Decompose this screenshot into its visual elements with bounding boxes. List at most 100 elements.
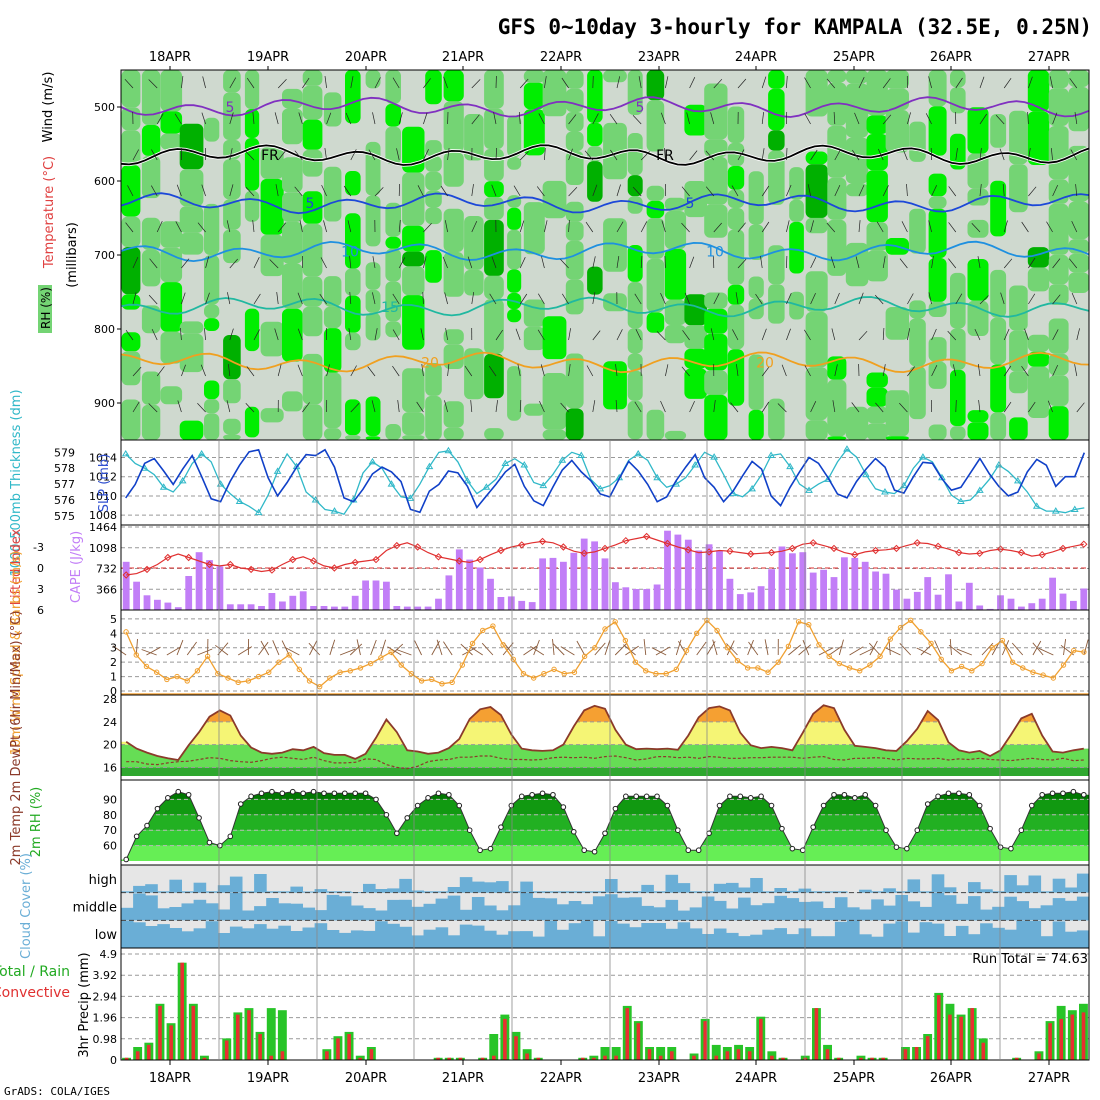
rh-point [1008, 845, 1014, 852]
wind-axis-label: Wind (m/s) [41, 72, 56, 143]
rh-cell [345, 70, 361, 124]
cloud-bar [242, 910, 255, 921]
wind-barb [1071, 292, 1078, 305]
cloud-bar [157, 891, 170, 893]
wind-barb [877, 148, 884, 161]
thickness-tick-label: 576 [54, 494, 75, 507]
wind-barb [689, 150, 698, 161]
rh-point [862, 791, 869, 798]
wind-barb [568, 219, 570, 233]
cloud-bar [121, 907, 134, 921]
cloud-bar [568, 891, 582, 893]
rh-cell [141, 371, 161, 405]
wind-barb-10m [934, 640, 942, 656]
thickness-line [125, 448, 1085, 515]
wind-barb-10m [859, 647, 875, 656]
wind-barb-10m [604, 639, 611, 656]
thickness-point [691, 461, 700, 468]
rh-cell [789, 167, 804, 200]
cloud-bar [859, 934, 872, 948]
wind-barb [392, 365, 400, 377]
wind-barb [544, 76, 547, 89]
isotherm-line [120, 240, 1090, 263]
wind-barb [537, 329, 545, 341]
precip-conv-bar [836, 1057, 841, 1060]
wind-barb [205, 256, 210, 269]
rh-cell [121, 165, 141, 217]
rh-cell [845, 406, 869, 440]
cloud-bar [387, 923, 400, 948]
rh-cell [141, 70, 161, 125]
rh-cell [523, 403, 545, 416]
wind-speed-point [337, 669, 343, 675]
rh-cell [885, 436, 909, 440]
cloud-bar [750, 934, 763, 948]
rh-cell [1048, 406, 1069, 440]
wind-speed-point [215, 670, 221, 677]
rh-cell [827, 219, 847, 276]
wind-speed-point [204, 653, 211, 660]
rh-cell [789, 221, 804, 274]
rh-cell [385, 103, 401, 127]
cape-bar [195, 552, 203, 610]
wind-barb [978, 400, 981, 413]
li-point [767, 548, 776, 557]
cloud-bar [617, 891, 630, 893]
wind-barb [320, 257, 327, 269]
precip-conv-bar [725, 1051, 730, 1060]
rh-cell [345, 213, 361, 269]
rh-cell [223, 379, 241, 404]
wind-barb [253, 329, 260, 341]
cloud-bar [919, 922, 933, 948]
cape-bar [997, 595, 1004, 610]
rh-cell [684, 348, 707, 369]
cloud-bar [532, 897, 545, 921]
rh-cell [845, 83, 869, 138]
precip-conv-bar [492, 1055, 496, 1060]
rh-cell [443, 329, 464, 345]
rh-point [289, 788, 296, 795]
cloud-bar [847, 907, 860, 921]
cloud-bar [556, 891, 570, 893]
rh-cell [627, 196, 643, 214]
wind-barb [1028, 293, 1036, 305]
wind-speed-point [347, 668, 353, 674]
wind-barb [761, 221, 770, 233]
rh-cell [827, 436, 847, 440]
rh-point [477, 847, 483, 854]
rh-cell [385, 70, 401, 104]
wind-barb [229, 77, 237, 89]
wind-barb [420, 328, 424, 341]
wind-speed-point [459, 662, 466, 668]
wind-barb [1052, 329, 1059, 341]
wind-barb [1028, 148, 1031, 161]
rh-cell [425, 250, 442, 283]
date-label-top: 25APR [833, 50, 875, 65]
wind-speed-point [1071, 647, 1077, 654]
wind-barb [882, 364, 886, 377]
rh-cell [990, 412, 1007, 440]
precip-conv-bar [625, 1008, 630, 1060]
rh-cell [866, 115, 888, 134]
cape-tick-label: 1464 [89, 521, 117, 534]
cloud-bar [629, 891, 642, 893]
cape-bar [1080, 588, 1088, 610]
wind-barb [899, 258, 908, 269]
thickness-point [159, 483, 168, 490]
rh-cell [260, 321, 284, 357]
cape-bar [549, 557, 557, 610]
wind-barb [541, 256, 545, 269]
rh-cell [160, 111, 183, 134]
cape-bar [435, 598, 442, 610]
rh-cell [523, 202, 545, 255]
wind-barb [245, 402, 255, 413]
wind-barb [398, 257, 406, 269]
li-tick-label: -3 [33, 541, 44, 554]
wind-barb-10m [217, 642, 229, 656]
wind-barb [180, 327, 182, 341]
isotherm-label: 5 [686, 196, 695, 212]
cape-bar [778, 546, 786, 610]
rh-cell [523, 326, 545, 351]
rh-cell [345, 435, 361, 440]
rh-cell [141, 249, 161, 287]
